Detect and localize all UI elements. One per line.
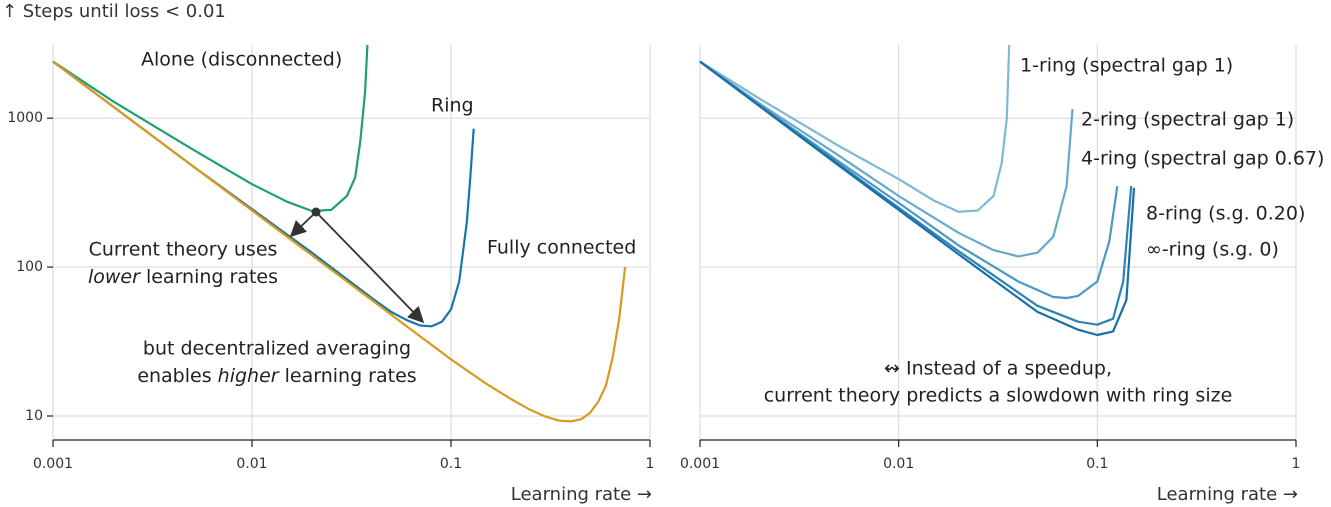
y-tick-label: 100 (16, 259, 43, 275)
annotation: Current theory uses (89, 239, 278, 261)
series-label: 4-ring (spectral gap 0.67) (1081, 148, 1324, 170)
annotation: enables higher learning rates (137, 365, 416, 387)
series-label: Alone (disconnected) (141, 49, 342, 71)
x-tick-label: 1 (646, 456, 655, 472)
series-label: 2-ring (spectral gap 1) (1081, 109, 1294, 131)
arrow (289, 211, 317, 238)
annotation: lower learning rates (88, 266, 278, 288)
series-label: ∞-ring (s.g. 0) (1146, 239, 1279, 261)
x-tick-label: 0.01 (236, 456, 267, 472)
series-line (699, 60, 1074, 258)
series-label: 8-ring (s.g. 0.20) (1146, 203, 1305, 225)
grids: 0.001 0.01 0.1 1 10 100 1000 Learning rate → 0.0… (7, 45, 1300, 505)
series-line (699, 60, 1136, 337)
series-line (699, 44, 1011, 213)
annotation-em: lower (88, 266, 141, 288)
x-tick-label: 0.001 (680, 456, 720, 472)
series-line (699, 60, 1119, 300)
y-axis-label: ↑ Steps until loss < 0.01 (2, 1, 226, 22)
y-tick-label: 1000 (7, 110, 43, 126)
annotation: ↭ Instead of a speedup, (884, 358, 1112, 380)
annotation: enables (137, 365, 217, 387)
annotation: current theory predicts a slowdown with … (764, 385, 1233, 407)
arrow (315, 211, 425, 324)
x-tick-label: 0.1 (440, 456, 462, 472)
annotation: learning rates (279, 365, 417, 387)
arrow-origin (311, 207, 321, 217)
lines: Alone (disconnected) Ring Fully connected 1… (52, 44, 1324, 423)
annotation: learning rates (140, 266, 278, 288)
x-axis-label: Learning rate → (511, 484, 652, 505)
series-label: Ring (431, 95, 474, 117)
x-axis-label: Learning rate → (1157, 484, 1298, 505)
series-line (52, 44, 369, 213)
y-tick-label: 10 (25, 408, 43, 424)
series-label: Fully connected (487, 237, 636, 259)
annotation-em: higher (218, 365, 280, 387)
x-tick-label: 0.1 (1086, 456, 1108, 472)
series-line (52, 60, 627, 423)
annotation-arrows (289, 207, 425, 324)
x-tick-label: 0.01 (883, 456, 914, 472)
x-tick-label: 0.001 (33, 456, 73, 472)
annotation: but decentralized averaging (143, 338, 411, 360)
series-label: 1-ring (spectral gap 1) (1020, 55, 1233, 77)
x-tick-label: 1 (1292, 456, 1301, 472)
